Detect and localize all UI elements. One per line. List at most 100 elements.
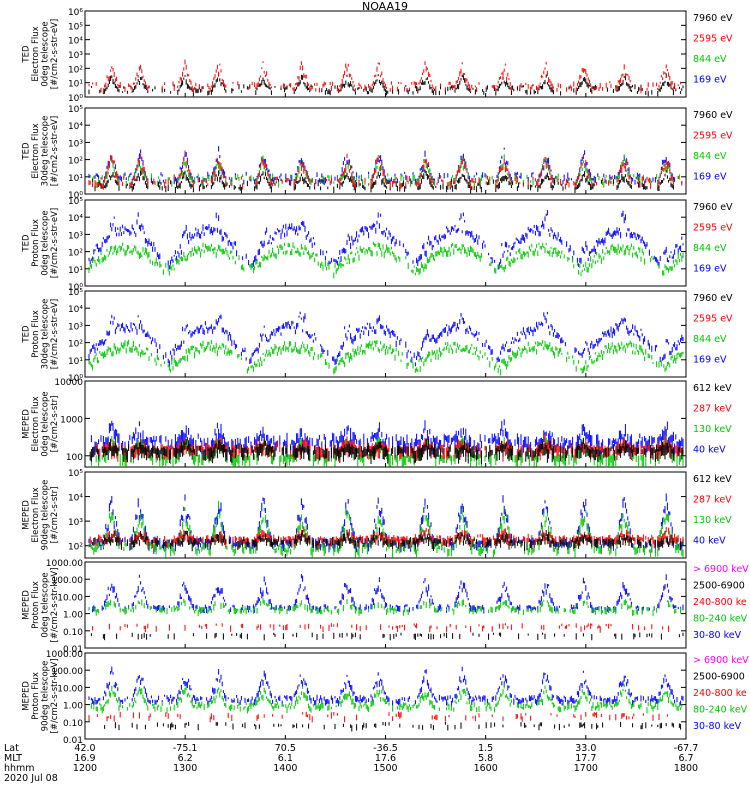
legend-entry: 7960 eV <box>693 13 733 24</box>
data-series <box>88 666 684 707</box>
y-tick-label: 10² <box>68 65 83 75</box>
x-tick-mlt: 17.7 <box>575 753 596 764</box>
y-tick-label: 10⁴ <box>68 214 83 224</box>
data-series <box>88 72 684 97</box>
x-tick-hhmm: 1800 <box>674 763 698 774</box>
y-tick-label: 0.10 <box>63 628 83 638</box>
legend-entry: 130 keV <box>693 424 732 435</box>
x-tick-lat: -75.1 <box>173 743 198 754</box>
legend-entry: 30-80 keV <box>693 630 742 641</box>
x-tick-mlt: 5.8 <box>478 753 493 764</box>
data-series <box>88 241 684 279</box>
y-axis-label: Proton Flux <box>31 310 41 358</box>
y-axis-label: [#/cm2-s-str] <box>50 396 60 453</box>
y-axis-label: [#/cm2-s-str-eV] <box>50 299 60 369</box>
y-tick-label: 10³ <box>68 51 83 61</box>
y-axis-label: 30deg telescope <box>41 299 51 370</box>
legend-entry: 612 keV <box>693 383 732 394</box>
data-series <box>88 210 684 270</box>
y-tick-label: 10⁴ <box>68 494 83 504</box>
y-axis-label: Proton Flux <box>31 581 41 629</box>
y-tick-label: 10¹ <box>68 357 83 367</box>
data-series <box>88 150 683 190</box>
y-axis-label: MEPED <box>22 590 32 620</box>
y-tick-label: 1.00 <box>63 611 83 621</box>
x-tick-hhmm: 1400 <box>273 763 297 774</box>
data-series <box>90 632 684 641</box>
legend-entry: 612 keV <box>693 474 732 485</box>
y-axis-label: Electron Flux <box>31 26 41 81</box>
data-series <box>88 311 684 367</box>
legend-entry: 287 keV <box>693 494 732 505</box>
x-tick-lat: 33.0 <box>575 743 596 754</box>
y-axis-label: TED <box>22 45 32 64</box>
y-tick-label: 10⁰ <box>68 283 83 293</box>
y-tick-label: 10² <box>68 157 83 167</box>
x-tick-mlt: 6.2 <box>178 753 193 764</box>
x-axis-row-label: hhmm <box>4 763 35 774</box>
y-axis-label: TED <box>22 325 32 344</box>
legend-entry: 7960 eV <box>693 202 733 213</box>
data-series <box>104 721 682 732</box>
data-series <box>90 683 683 714</box>
y-tick-label: 0.01 <box>63 645 83 655</box>
legend-entry: 2500-6900 <box>693 672 745 683</box>
y-axis-label: Electron Flux <box>31 396 41 451</box>
x-tick-lat: -67.7 <box>674 743 699 754</box>
y-tick-label: 10⁰ <box>68 374 83 384</box>
y-tick-label: 10000 <box>54 378 83 388</box>
y-tick-label: 100.00 <box>52 667 84 677</box>
legend-entry: 844 eV <box>693 243 727 254</box>
y-tick-label: 10² <box>68 249 83 259</box>
y-tick-label: 1000.00 <box>46 650 83 660</box>
data-series <box>88 711 668 723</box>
legend-entry: 169 eV <box>693 263 727 274</box>
y-axis-label: 30deg telescope <box>41 116 51 187</box>
legend-entry: 80-240 keV <box>693 614 748 625</box>
legend-entry: 2500-6900 <box>693 581 745 592</box>
data-series <box>88 597 682 617</box>
y-axis-label: Proton Flux <box>31 672 41 720</box>
y-tick-label: 10⁵ <box>68 469 83 479</box>
y-axis-label: [#/cm2-s-str] <box>50 487 60 544</box>
legend-entry: 2595 eV <box>693 130 733 141</box>
y-axis-label: 0deg telescope <box>41 21 51 86</box>
legend-entry: 844 eV <box>693 151 727 162</box>
legend-entry: 287 keV <box>693 403 732 414</box>
data-series <box>88 59 682 94</box>
legend-entry: 2595 eV <box>693 33 733 44</box>
y-tick-label: 10³ <box>68 322 83 332</box>
y-axis-label: [#/cm2-s-str-keV] <box>50 568 60 643</box>
legend-entry: 240-800 ke <box>693 688 747 699</box>
legend-entry: 7960 eV <box>693 293 733 304</box>
x-tick-lat: 1.5 <box>478 743 493 754</box>
y-axis-label: Electron Flux <box>31 123 41 178</box>
y-tick-label: 10⁵ <box>68 288 83 298</box>
x-tick-mlt: 17.6 <box>375 753 396 764</box>
data-series <box>88 339 684 376</box>
legend-entry: 2595 eV <box>693 222 733 233</box>
y-tick-label: 10² <box>68 543 83 553</box>
y-axis-label: 0deg telescope <box>41 572 51 637</box>
y-tick-label: 10⁵ <box>68 197 83 207</box>
legend-entry: 80-240 keV <box>693 705 748 716</box>
y-tick-label: 0.01 <box>63 736 83 746</box>
y-tick-label: 10⁴ <box>68 305 83 315</box>
legend-entry: 40 keV <box>693 535 726 546</box>
y-axis-label: TED <box>22 142 32 161</box>
y-tick-label: 10⁵ <box>68 22 83 32</box>
legend-entry: 2595 eV <box>693 313 733 324</box>
y-tick-label: 10⁴ <box>68 122 83 132</box>
y-axis-label: [#/cm2-s-str-keV] <box>50 659 60 734</box>
panel-frame <box>84 199 687 287</box>
y-axis-label: Electron Flux <box>31 487 41 542</box>
y-tick-label: 10¹ <box>68 174 83 184</box>
x-tick-lat: 70.5 <box>275 743 296 754</box>
y-axis-label: Proton Flux <box>31 219 41 267</box>
legend-entry: 169 eV <box>693 354 727 365</box>
y-axis-label: 90deg telescope <box>41 480 51 551</box>
y-tick-label: 10.00 <box>57 684 83 694</box>
y-tick-label: 100 <box>66 453 83 463</box>
y-axis-label: [#/cm2-s-str-eV] <box>50 208 60 278</box>
y-tick-label: 1000 <box>60 415 83 425</box>
